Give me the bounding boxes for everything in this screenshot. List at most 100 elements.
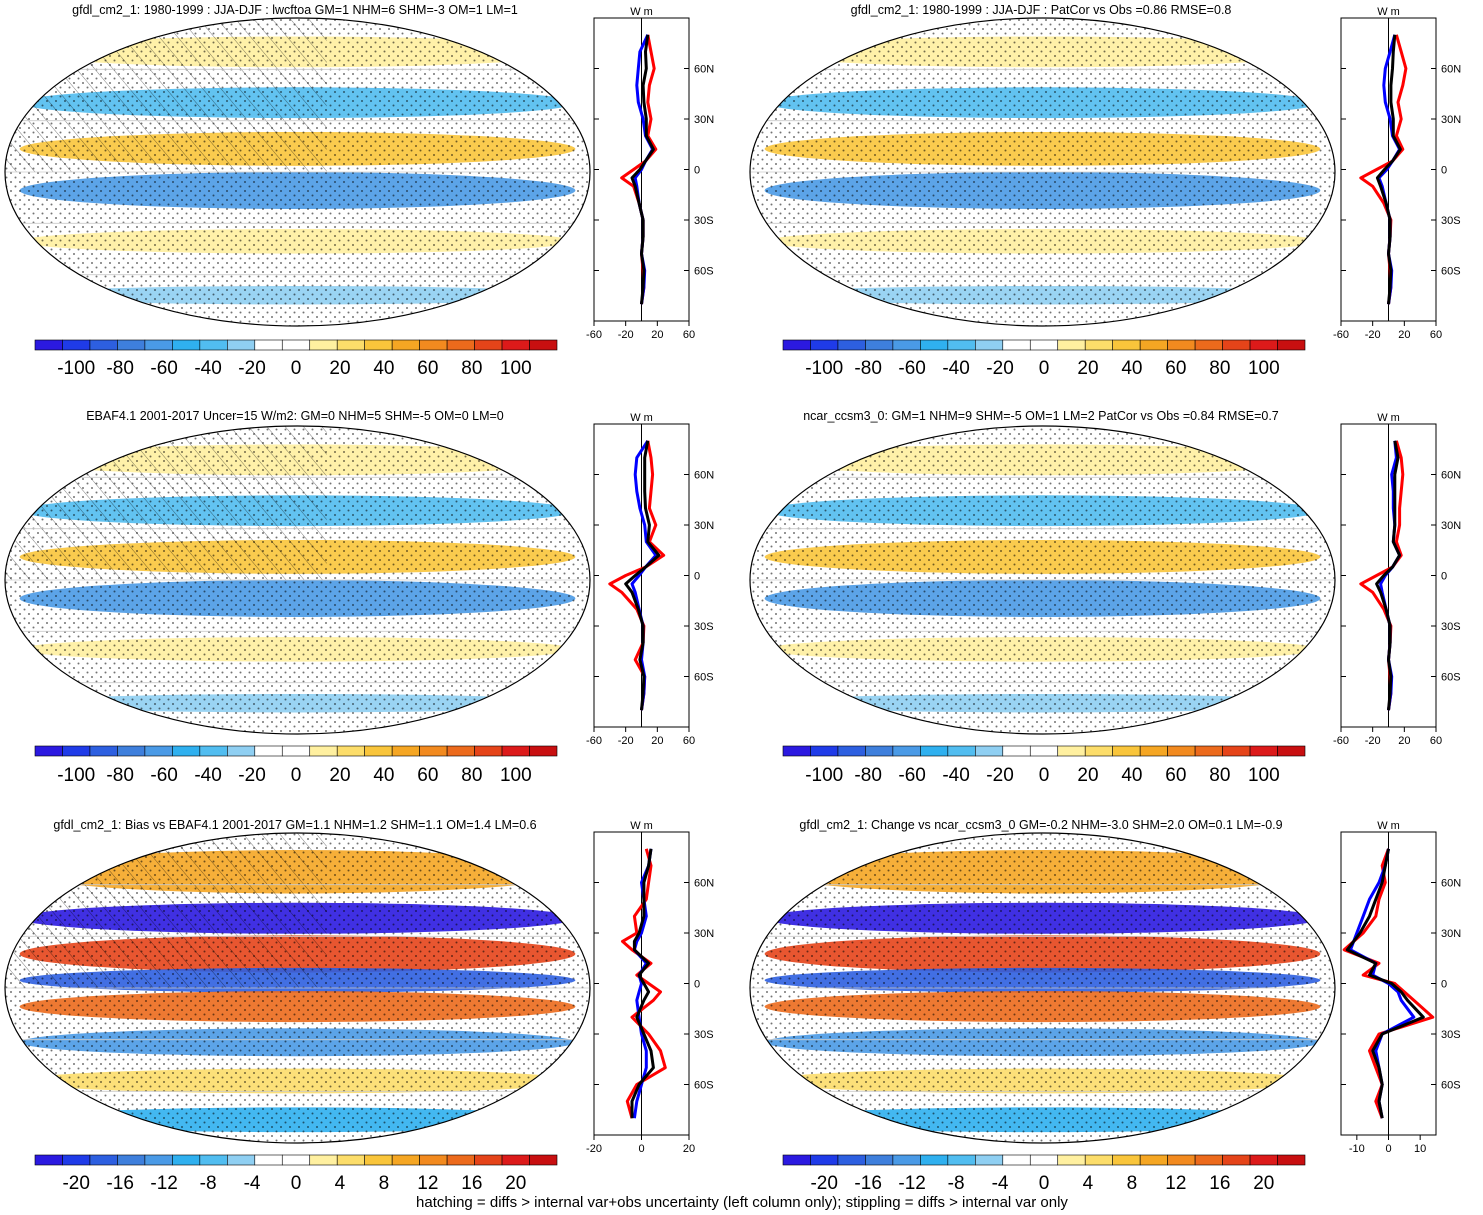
zonal-profile: -60 -20 20 60 60N 30N 0 30S 60S W m	[586, 412, 714, 747]
colorbar-swatch	[947, 1154, 976, 1166]
profile-xtick: 20	[1398, 329, 1410, 341]
colorbar-swatch	[309, 745, 338, 757]
profile-line	[630, 848, 655, 1119]
zonal-profile: -60 -20 20 60 60N 30N 0 30S 60S W m	[586, 6, 714, 341]
colorbar-swatch	[1194, 1154, 1223, 1166]
colorbar-swatch	[309, 339, 338, 351]
colorbar-swatch	[446, 339, 475, 351]
colorbar: -20 -16 -12 -8 -4 0 4 8 12 16 20	[782, 1154, 1306, 1194]
colorbar-tick: 0	[1039, 1173, 1050, 1194]
colorbar-swatch	[391, 339, 420, 351]
profile-ytick: 60S	[694, 672, 714, 684]
colorbar-swatch	[474, 339, 503, 351]
colorbar-swatch	[227, 339, 256, 351]
colorbar-swatch	[419, 745, 448, 757]
colorbar-swatch	[947, 745, 976, 757]
colorbar-swatch	[172, 339, 201, 351]
profile-line	[1342, 848, 1435, 1119]
profile-ytick: 30N	[1441, 114, 1461, 126]
colorbar-tick: 0	[1039, 765, 1050, 786]
panel-title: ncar_ccsm3_0: GM=1 NHM=9 SHM=-5 OM=1 LM=…	[803, 409, 1279, 423]
colorbar-tick: 100	[1248, 765, 1280, 786]
panel-3: EBAF4.1 2001-2017 Uncer=15 W/m2: GM=0 NH…	[4, 409, 714, 786]
colorbar-tick: -16	[106, 1173, 133, 1194]
profile-line	[1359, 440, 1405, 711]
colorbar-swatch	[1112, 339, 1141, 351]
colorbar-swatch	[892, 1154, 921, 1166]
profile-ytick: 60N	[694, 64, 714, 76]
panel-title: gfdl_cm2_1: 1980-1999 : JJA-DJF : PatCor…	[851, 3, 1232, 17]
profile-ytick: 0	[1441, 571, 1447, 583]
colorbar-tick: -80	[106, 358, 133, 379]
colorbar-tick: 100	[1248, 358, 1280, 379]
profile-ytick: 30S	[694, 621, 714, 633]
profile-xtick: -60	[586, 329, 602, 341]
profile-xtick: -60	[1333, 735, 1349, 747]
colorbar-swatch	[529, 339, 558, 351]
panel-4: ncar_ccsm3_0: GM=1 NHM=9 SHM=-5 OM=1 LM=…	[749, 409, 1461, 786]
colorbar-swatch	[89, 339, 118, 351]
colorbar-swatch	[810, 339, 839, 351]
colorbar-swatch	[1029, 745, 1059, 757]
colorbar-tick: 16	[1209, 1173, 1230, 1194]
colorbar-swatch	[336, 1154, 365, 1166]
colorbar-swatch	[1249, 339, 1278, 351]
colorbar-tick: -40	[194, 765, 221, 786]
colorbar-swatch	[227, 1154, 256, 1166]
profile-line	[630, 34, 655, 305]
panel-title: gfdl_cm2_1: 1980-1999 : JJA-DJF : lwcfto…	[72, 3, 518, 17]
profile-xtick: -60	[1333, 329, 1349, 341]
profile-ytick: 60N	[1441, 878, 1461, 890]
colorbar-swatch	[281, 745, 311, 757]
colorbar: -100 -80 -60 -40 -20 0 20 40 60 80 100	[782, 339, 1306, 379]
colorbar-swatch	[254, 339, 283, 351]
colorbar-tick: -20	[810, 1173, 837, 1194]
colorbar-swatch	[892, 745, 921, 757]
colorbar-swatch	[1084, 745, 1113, 757]
profile-xtick: 20	[683, 1143, 695, 1155]
colorbar-swatch	[975, 1154, 1004, 1166]
colorbar-swatch	[1222, 1154, 1251, 1166]
colorbar-tick: 20	[505, 1173, 526, 1194]
colorbar-tick: -40	[194, 358, 221, 379]
panel-title: gfdl_cm2_1: Bias vs EBAF4.1 2001-2017 GM…	[53, 818, 536, 832]
colorbar-swatch	[1249, 1154, 1278, 1166]
colorbar-swatch	[34, 339, 63, 351]
colorbar: -20 -16 -12 -8 -4 0 4 8 12 16 20	[34, 1154, 558, 1194]
colorbar-swatch	[364, 1154, 393, 1166]
profile-ytick: 0	[694, 165, 700, 177]
profile-line	[1375, 34, 1402, 305]
colorbar-tick: 20	[1077, 765, 1098, 786]
colorbar-tick: -100	[805, 765, 843, 786]
profile-xtick: 0	[1385, 1143, 1391, 1155]
colorbar-swatch	[782, 745, 811, 757]
colorbar-swatch	[782, 339, 811, 351]
colorbar-swatch	[837, 1154, 866, 1166]
colorbar-tick: -20	[238, 765, 265, 786]
map-field	[750, 833, 1335, 1143]
profile-units: W m	[630, 412, 653, 424]
profile-xtick: -20	[1365, 735, 1381, 747]
profile-line	[1345, 848, 1425, 1119]
colorbar-tick: -20	[62, 1173, 89, 1194]
colorbar-tick: -8	[948, 1173, 965, 1194]
colorbar-tick: 80	[1209, 765, 1230, 786]
colorbar-tick: 40	[1121, 765, 1142, 786]
profile-units: W m	[1377, 412, 1400, 424]
colorbar-swatch	[144, 745, 173, 757]
colorbar-tick: 80	[461, 358, 482, 379]
colorbar-tick: 20	[329, 765, 350, 786]
profile-xtick: 60	[683, 329, 695, 341]
colorbar-swatch	[34, 1154, 63, 1166]
colorbar-swatch	[199, 339, 228, 351]
profile-ytick: 60N	[694, 470, 714, 482]
colorbar-swatch	[920, 745, 949, 757]
colorbar-swatch	[782, 1154, 811, 1166]
profile-ytick: 0	[694, 571, 700, 583]
colorbar-tick: 20	[329, 358, 350, 379]
colorbar-tick: 60	[1165, 358, 1186, 379]
colorbar-swatch	[199, 1154, 228, 1166]
colorbar-swatch	[62, 745, 91, 757]
colorbar-tick: 0	[291, 1173, 302, 1194]
colorbar-swatch	[1194, 745, 1223, 757]
